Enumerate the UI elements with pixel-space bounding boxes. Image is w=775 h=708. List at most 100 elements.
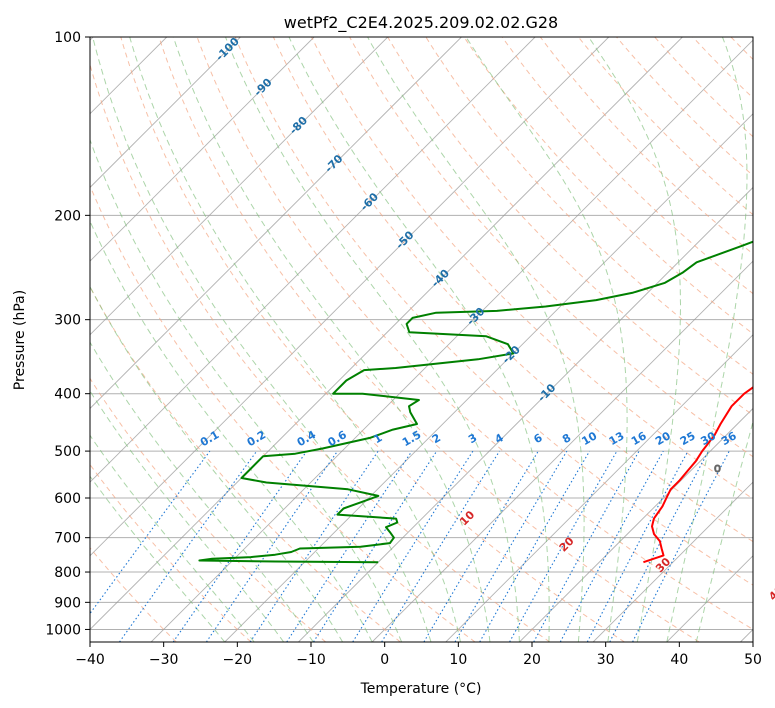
dry-adiabat-line [616, 37, 753, 177]
moist-adiabat-line [465, 37, 628, 642]
x-tick-label: −20 [223, 652, 253, 668]
x-tick-label: 40 [670, 652, 688, 668]
dry-adiabat-line [769, 37, 775, 642]
x-tick-label: 30 [597, 652, 615, 668]
line-label-layer: 0.1 0.2 0.4 0.6 1 1.5 2 3 4 6 8 10 13 16 20 25 30 36-100-… [198, 35, 775, 604]
isotherm-label: -60 [358, 190, 381, 213]
isotherm-label: -10 [535, 381, 558, 404]
moist-adiabat-line [92, 39, 432, 642]
moist-adiabat-line [90, 390, 285, 642]
x-tick-label: 10 [449, 652, 467, 668]
moist-adiabat-line [288, 37, 550, 642]
y-tick-label: 300 [54, 313, 81, 329]
isotherm-label: -90 [251, 75, 274, 98]
mixing-ratio-line [205, 450, 338, 642]
isotherm-label: -100 [213, 35, 242, 64]
dry-adiabat-line [539, 37, 753, 255]
y-tick-label: 600 [54, 491, 81, 507]
mixing-ratio-line [90, 450, 211, 615]
x-tick-label: −10 [296, 652, 326, 668]
dry-adiabat-line [90, 463, 252, 642]
dry-adiabat-line [196, 37, 753, 631]
isotherm-line [90, 37, 315, 262]
isotherm-line [90, 37, 389, 336]
dry-adiabat-line [90, 62, 551, 642]
mixing-ratio-line [313, 450, 438, 642]
moist-adiabat-line [90, 434, 255, 642]
mixing-ratio-line [479, 450, 591, 642]
isotherm-line [90, 37, 610, 557]
mixing-ratio-label: 1.5 [400, 428, 423, 449]
mixing-ratio-line [454, 450, 568, 642]
grid-layer [90, 37, 775, 642]
mixing-ratio-line [509, 450, 618, 642]
isotherm-label: -80 [287, 114, 310, 137]
y-tick-label: 1000 [45, 622, 81, 638]
isotherm-label: -20 [500, 343, 523, 366]
isotherm-line [90, 37, 462, 410]
y-tick-label: 200 [54, 208, 81, 224]
mixing-ratio-line [381, 450, 500, 642]
dry-adiabat-line [90, 377, 327, 642]
zero-label-dot [714, 465, 721, 472]
dry-adiabat-line [387, 37, 753, 416]
isotherm-line [90, 37, 683, 631]
mixing-ratio-label: 0.2 [245, 428, 268, 449]
isotherm-label: -50 [393, 228, 416, 251]
y-tick-label: 700 [54, 531, 81, 547]
moist-adiabat-line [129, 37, 461, 642]
axis-layer: −40 −30 −20 −10 0 10 20 30 40 5010020030040050060… [45, 30, 762, 668]
moist-adiabat-line [90, 220, 373, 642]
dewpoint-profile-line [198, 240, 753, 564]
dry-adiabat-line [425, 37, 753, 375]
y-tick-label: 900 [54, 595, 81, 611]
x-tick-label: −40 [75, 652, 105, 668]
moist-adiabat-line [588, 37, 681, 642]
dry-adiabat-line [90, 184, 476, 642]
mixing-ratio-label: 8 [560, 431, 573, 446]
isotherm-label: -30 [464, 305, 487, 328]
mixing-ratio-label: 0.6 [326, 428, 350, 449]
isotherm-line [740, 628, 753, 642]
mixing-ratio-line [533, 450, 640, 642]
y-axis-title: Pressure (hPa) [12, 290, 28, 390]
zero-label: 0 [714, 463, 722, 476]
moist-adiabat-line [90, 475, 226, 642]
mixing-ratio-line [423, 450, 539, 642]
isotherm-label: -40 [429, 266, 452, 289]
moist-adiabat-line [90, 138, 403, 642]
isotherm-line [90, 37, 536, 483]
isotherm-line [150, 39, 753, 642]
moist-adiabat-line [90, 285, 344, 642]
x-tick-label: 0 [380, 652, 389, 668]
chart-title: wetPf2_C2E4.2025.209.02.02.G28 [284, 13, 558, 33]
x-tick-label: 50 [744, 652, 762, 668]
moist-adiabat-line [367, 37, 585, 642]
isotherm-line [371, 260, 753, 642]
dry-adiabat-line [692, 37, 753, 99]
y-tick-label: 100 [54, 30, 81, 46]
dry-adiabat-line [90, 285, 401, 642]
series-layer [198, 240, 753, 564]
dry-adiabat-line [158, 37, 700, 642]
y-tick-label: 400 [54, 387, 81, 403]
dry-adiabat-line [311, 37, 753, 500]
mixing-ratio-line [119, 450, 258, 642]
moist-adiabat-line [666, 37, 748, 642]
dry-adiabat-line [120, 37, 625, 642]
temperature-profile-line [643, 386, 753, 564]
moist-adiabat-line [90, 341, 314, 642]
isotherm-label: -70 [322, 152, 345, 175]
dry-adiabat-line [234, 37, 753, 586]
isotherm-line [90, 37, 241, 189]
y-tick-label: 500 [54, 444, 81, 460]
dry-adiabat-label: 10 [457, 508, 477, 528]
moist-adiabat-line [172, 37, 491, 642]
dry-adiabat-line [463, 37, 753, 335]
isotherm-line [666, 555, 753, 642]
moist-adiabat-line [695, 419, 753, 642]
isotherm-line [519, 407, 753, 642]
mixing-ratio-line [352, 450, 474, 642]
x-tick-label: −30 [149, 652, 179, 668]
